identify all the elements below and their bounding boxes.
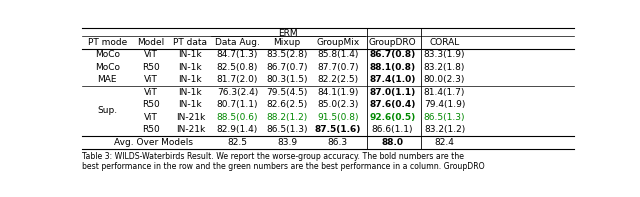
Text: 86.7(0.7): 86.7(0.7)	[266, 63, 308, 72]
Text: 79.4(1.9): 79.4(1.9)	[424, 100, 465, 109]
Text: Data Aug.: Data Aug.	[215, 38, 260, 47]
Text: IN-21k: IN-21k	[176, 112, 205, 122]
Text: PT mode: PT mode	[88, 38, 127, 47]
Text: 86.7(0.8): 86.7(0.8)	[369, 50, 415, 59]
Text: 76.3(2.4): 76.3(2.4)	[217, 88, 258, 97]
Text: 87.5(1.6): 87.5(1.6)	[315, 125, 361, 134]
Text: 83.3(1.9): 83.3(1.9)	[424, 50, 465, 59]
Text: 82.5(0.8): 82.5(0.8)	[217, 63, 258, 72]
Text: 88.0: 88.0	[381, 138, 403, 147]
Text: 85.8(1.4): 85.8(1.4)	[317, 50, 358, 59]
Text: Model: Model	[137, 38, 164, 47]
Text: 83.5(2.8): 83.5(2.8)	[266, 50, 308, 59]
Text: 80.7(1.1): 80.7(1.1)	[217, 100, 258, 109]
Text: CORAL: CORAL	[429, 38, 460, 47]
Text: 82.9(1.4): 82.9(1.4)	[217, 125, 258, 134]
Text: ViT: ViT	[144, 88, 157, 97]
Text: 87.7(0.7): 87.7(0.7)	[317, 63, 358, 72]
Text: 81.7(2.0): 81.7(2.0)	[217, 75, 258, 84]
Text: ERM: ERM	[278, 29, 298, 38]
Text: 80.0(2.3): 80.0(2.3)	[424, 75, 465, 84]
Text: 88.1(0.8): 88.1(0.8)	[369, 63, 415, 72]
Text: 79.5(4.5): 79.5(4.5)	[266, 88, 308, 97]
Text: MoCo: MoCo	[95, 63, 120, 72]
Text: 85.0(2.3): 85.0(2.3)	[317, 100, 358, 109]
Text: IN-21k: IN-21k	[176, 125, 205, 134]
Text: IN-1k: IN-1k	[179, 75, 202, 84]
Text: 82.2(2.5): 82.2(2.5)	[317, 75, 358, 84]
Text: GroupMix: GroupMix	[316, 38, 360, 47]
Text: 83.2(1.8): 83.2(1.8)	[424, 63, 465, 72]
Text: 82.6(2.5): 82.6(2.5)	[266, 100, 308, 109]
Text: IN-1k: IN-1k	[179, 50, 202, 59]
Text: 81.4(1.7): 81.4(1.7)	[424, 88, 465, 97]
Text: 82.4: 82.4	[435, 138, 454, 147]
Text: 87.6(0.4): 87.6(0.4)	[369, 100, 415, 109]
Text: ViT: ViT	[144, 112, 157, 122]
Text: 88.5(0.6): 88.5(0.6)	[217, 112, 258, 122]
Text: ViT: ViT	[144, 75, 157, 84]
Text: MoCo: MoCo	[95, 50, 120, 59]
Text: 83.2(1.2): 83.2(1.2)	[424, 125, 465, 134]
Text: IN-1k: IN-1k	[179, 63, 202, 72]
Text: ViT: ViT	[144, 50, 157, 59]
Text: Table 3: WILDS-Waterbirds Result. We report the worse-group accuracy. The bold n: Table 3: WILDS-Waterbirds Result. We rep…	[83, 152, 485, 171]
Text: 86.5(1.3): 86.5(1.3)	[424, 112, 465, 122]
Text: 87.4(1.0): 87.4(1.0)	[369, 75, 415, 84]
Text: R50: R50	[142, 63, 159, 72]
Text: GroupDRO: GroupDRO	[369, 38, 416, 47]
Text: IN-1k: IN-1k	[179, 88, 202, 97]
Text: 87.0(1.1): 87.0(1.1)	[369, 88, 415, 97]
Text: 92.6(0.5): 92.6(0.5)	[369, 112, 415, 122]
Text: 91.5(0.8): 91.5(0.8)	[317, 112, 358, 122]
Text: MAE: MAE	[97, 75, 117, 84]
Text: IN-1k: IN-1k	[179, 100, 202, 109]
Text: 83.9: 83.9	[277, 138, 297, 147]
Text: R50: R50	[142, 125, 159, 134]
Text: R50: R50	[142, 100, 159, 109]
Text: Sup.: Sup.	[97, 106, 117, 115]
Text: 82.5: 82.5	[227, 138, 248, 147]
Text: 84.7(1.3): 84.7(1.3)	[217, 50, 258, 59]
Text: 86.6(1.1): 86.6(1.1)	[372, 125, 413, 134]
Text: PT data: PT data	[173, 38, 207, 47]
Text: 86.5(1.3): 86.5(1.3)	[266, 125, 308, 134]
Text: Avg. Over Models: Avg. Over Models	[115, 138, 193, 147]
Text: 84.1(1.9): 84.1(1.9)	[317, 88, 358, 97]
Text: 86.3: 86.3	[328, 138, 348, 147]
Text: 80.3(1.5): 80.3(1.5)	[266, 75, 308, 84]
Text: 88.2(1.2): 88.2(1.2)	[266, 112, 308, 122]
Text: Mixup: Mixup	[273, 38, 301, 47]
